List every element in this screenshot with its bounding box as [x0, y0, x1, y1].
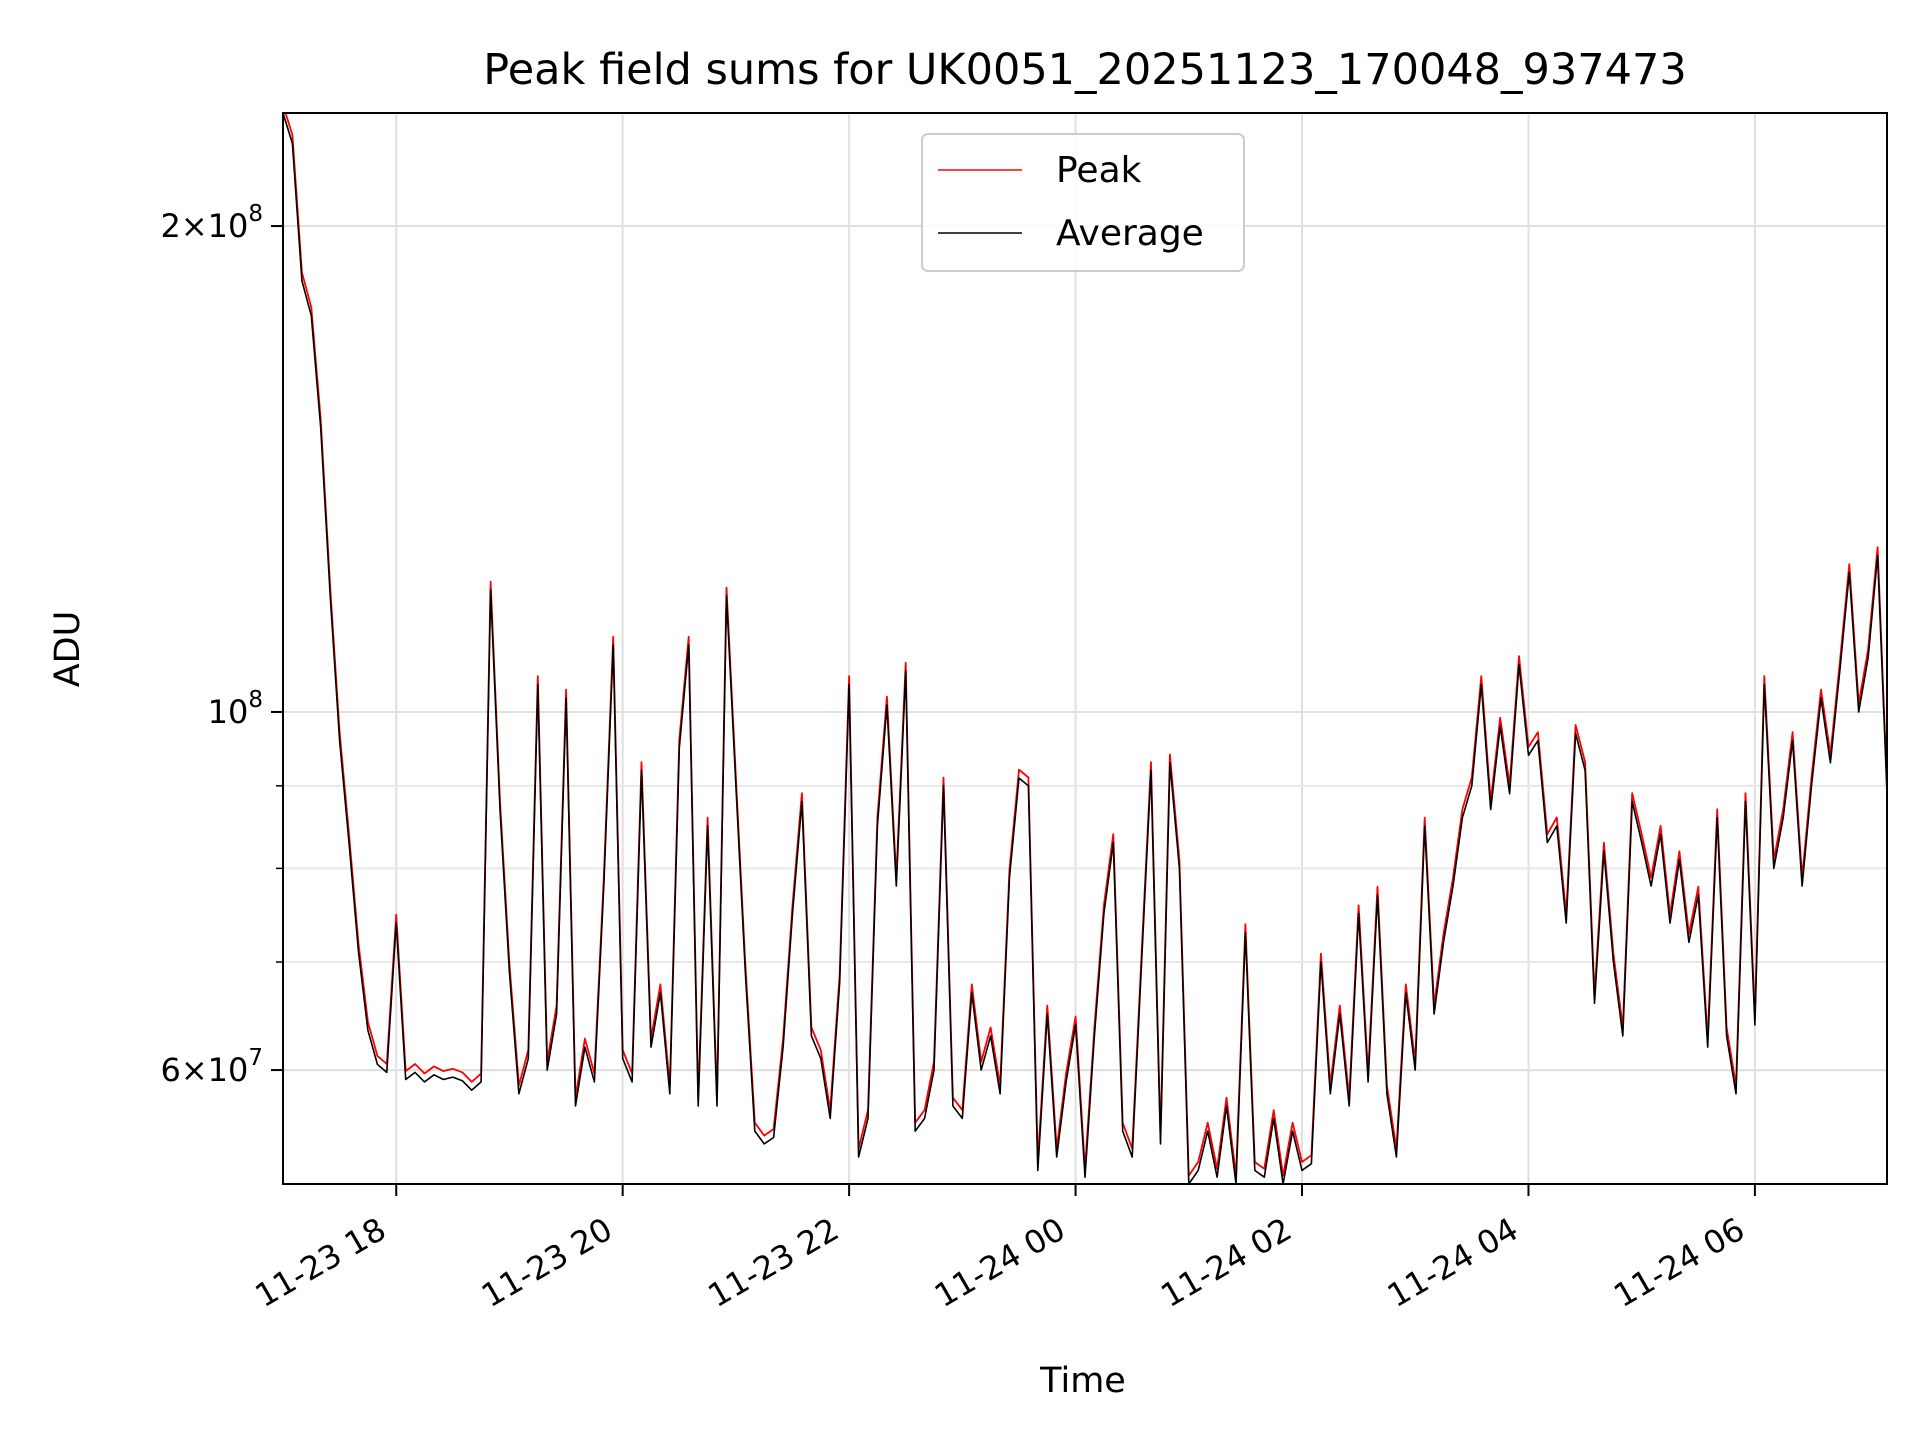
legend-label-average: Average — [1056, 213, 1204, 254]
x-axis-label: Time — [1039, 1361, 1126, 1401]
y-axis-label: ADU — [48, 611, 88, 688]
grid-lines — [283, 113, 1887, 1184]
legend: Peak Average — [921, 133, 1245, 272]
chart-title: Peak field sums for UK0051_20251123_1700… — [483, 45, 1686, 95]
series-line-average — [283, 113, 1887, 1184]
plot-frame — [282, 112, 1888, 1185]
y-tick-label: 2×108 — [160, 201, 263, 245]
series-layer — [283, 113, 1887, 1184]
y-tick-label: 6×107 — [160, 1045, 263, 1089]
legend-label-peak: Peak — [1056, 150, 1142, 191]
legend-box — [921, 133, 1245, 272]
y-tick-label: 108 — [208, 687, 263, 731]
